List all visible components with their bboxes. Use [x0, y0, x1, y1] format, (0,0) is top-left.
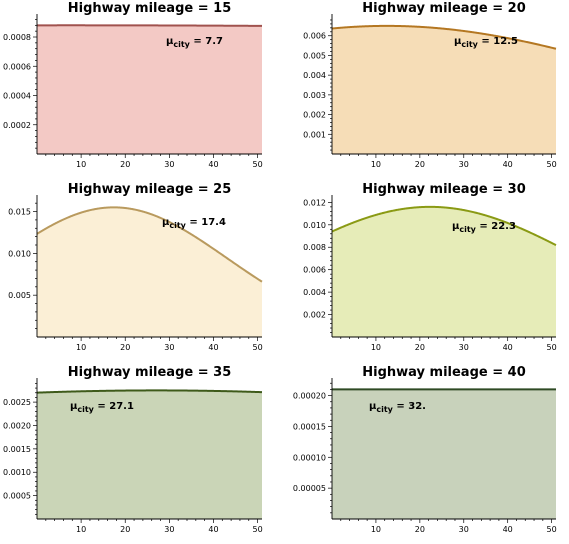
chart-svg: Highway mileage = 25 10 20 30 40 50 0.005 0.010… [0, 181, 284, 361]
x-tick-label: 20 [415, 525, 425, 534]
y-tick-label: 0.004 [303, 288, 326, 297]
x-tick-label: 50 [252, 525, 262, 534]
y-tick-label: 0.015 [8, 208, 31, 217]
x-tick-label: 20 [415, 160, 425, 169]
y-tick-label: 0.002 [303, 311, 326, 320]
y-tick-label: 0.0015 [3, 445, 31, 454]
y-tick-label: 0.0020 [3, 421, 31, 430]
chart-panel-6: Highway mileage = 40 10 20 30 40 50 0.00005 0.0… [284, 364, 568, 544]
y-tick-label: 0.006 [303, 32, 326, 41]
density-area [37, 25, 262, 154]
y-tick-label: 0.006 [303, 266, 326, 275]
y-tick-label: 0.010 [8, 249, 31, 258]
y-tick-label: 0.008 [303, 243, 326, 252]
y-tick-label: 0.0005 [3, 492, 31, 501]
x-tick-label: 30 [164, 160, 174, 169]
x-tick-label: 40 [503, 160, 513, 169]
x-tick-label: 40 [503, 525, 513, 534]
x-tick-label: 20 [120, 160, 130, 169]
y-tick-label: 0.0025 [3, 398, 31, 407]
y-tick-label: 0.00010 [293, 453, 326, 462]
density-area [332, 207, 556, 337]
density-curve [37, 25, 262, 26]
x-tick-label: 10 [371, 343, 381, 352]
y-tick-label: 0.0010 [3, 468, 31, 477]
y-tick-label: 0.010 [303, 221, 326, 230]
chart-svg: Highway mileage = 35 10 20 30 40 50 0.0005 0.00… [0, 364, 284, 544]
x-tick-label: 50 [547, 343, 557, 352]
x-tick-label: 50 [547, 525, 557, 534]
x-tick-label: 50 [252, 160, 262, 169]
chart-svg: Highway mileage = 20 10 20 30 40 50 0.001 0.002… [284, 0, 568, 180]
x-tick-label: 30 [459, 343, 469, 352]
chart-title: Highway mileage = 30 [362, 182, 525, 197]
y-tick-label: 0.0006 [3, 62, 31, 71]
chart-panel-2: Highway mileage = 20 10 20 30 40 50 0.001 0.002… [284, 0, 568, 180]
y-tick-label: 0.0004 [3, 92, 31, 101]
x-tick-label: 40 [208, 525, 218, 534]
y-tick-label: 0.004 [303, 71, 326, 80]
x-tick-label: 10 [371, 160, 381, 169]
x-tick-label: 20 [120, 525, 130, 534]
chart-title: Highway mileage = 35 [68, 365, 231, 380]
chart-title: Highway mileage = 20 [362, 1, 525, 16]
chart-panel-4: Highway mileage = 30 10 20 30 40 50 0.002 0.004… [284, 181, 568, 361]
chart-panel-5: Highway mileage = 35 10 20 30 40 50 0.0005 0.00… [0, 364, 284, 544]
x-tick-label: 30 [164, 525, 174, 534]
x-tick-label: 30 [459, 160, 469, 169]
density-area [332, 26, 556, 154]
x-tick-label: 10 [76, 160, 86, 169]
y-tick-label: 0.012 [303, 198, 326, 207]
mean-annotation: μcity = 17.4 [162, 217, 226, 230]
y-tick-label: 0.0008 [3, 33, 31, 42]
x-tick-label: 20 [120, 343, 130, 352]
y-tick-label: 0.001 [303, 130, 326, 139]
y-tick-label: 0.005 [8, 291, 31, 300]
y-tick-label: 0.00015 [293, 422, 326, 431]
y-tick-label: 0.0002 [3, 121, 31, 130]
x-tick-label: 30 [459, 525, 469, 534]
x-tick-label: 50 [547, 160, 557, 169]
x-tick-label: 20 [415, 343, 425, 352]
y-tick-label: 0.005 [303, 51, 326, 60]
chart-svg: Highway mileage = 30 10 20 30 40 50 0.002 0.004… [284, 181, 568, 361]
chart-title: Highway mileage = 40 [362, 365, 525, 380]
chart-svg: Highway mileage = 40 10 20 30 40 50 0.00005 0.0… [284, 364, 568, 544]
x-tick-label: 10 [76, 525, 86, 534]
x-tick-label: 40 [208, 343, 218, 352]
chart-title: Highway mileage = 15 [68, 1, 231, 16]
x-tick-label: 50 [252, 343, 262, 352]
chart-svg: Highway mileage = 15 10 20 30 40 50 0.0002 0.00… [0, 0, 284, 180]
y-tick-label: 0.00005 [293, 484, 326, 493]
y-tick-label: 0.002 [303, 111, 326, 120]
y-tick-label: 0.003 [303, 91, 326, 100]
chart-title: Highway mileage = 25 [68, 182, 231, 197]
density-area [37, 207, 262, 337]
chart-panel-3: Highway mileage = 25 10 20 30 40 50 0.005 0.010… [0, 181, 284, 361]
x-tick-label: 40 [503, 343, 513, 352]
y-tick-label: 0.00020 [293, 392, 326, 401]
x-tick-label: 10 [371, 525, 381, 534]
x-tick-label: 30 [164, 343, 174, 352]
chart-panel-1: Highway mileage = 15 10 20 30 40 50 0.0002 0.00… [0, 0, 284, 180]
x-tick-label: 40 [208, 160, 218, 169]
density-area [332, 389, 556, 519]
x-tick-label: 10 [76, 343, 86, 352]
